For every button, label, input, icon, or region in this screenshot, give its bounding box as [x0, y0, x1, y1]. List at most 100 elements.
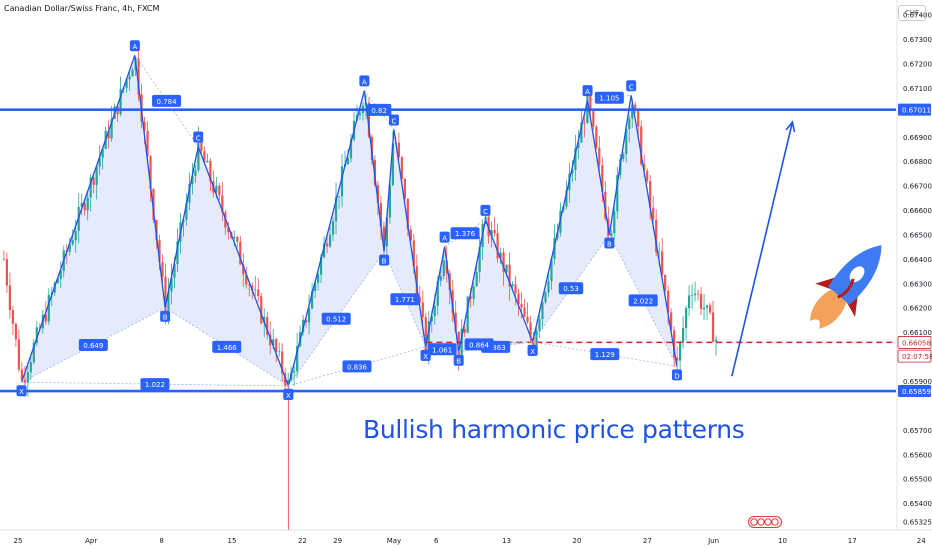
candle-body: [583, 122, 586, 124]
candle-body: [601, 165, 604, 192]
ratio-label: 0.784: [157, 98, 178, 106]
ratio-label: 0.864: [469, 341, 490, 349]
ratio-badge: [594, 91, 624, 104]
ratio-label: 0.836: [347, 363, 368, 371]
candle-body: [693, 293, 697, 296]
point-marker: [388, 114, 399, 126]
candle-body: [119, 89, 122, 115]
y-tick-label: 0.67200: [903, 61, 932, 69]
point-label: A: [585, 88, 590, 96]
candle-body: [637, 111, 640, 127]
candle-body: [245, 274, 248, 285]
candle-body: [188, 183, 191, 203]
ratio-badge: [464, 338, 494, 351]
y-tick-label: 0.66800: [903, 158, 932, 166]
candle-body: [667, 290, 670, 313]
candle-body: [499, 252, 502, 259]
candle-body: [714, 339, 718, 342]
tradingview-logo-icon: [748, 516, 782, 528]
ratio-badge: [390, 293, 420, 306]
candle-body: [577, 142, 580, 149]
candle-body: [152, 188, 155, 221]
ratio-line: [288, 251, 385, 387]
point-label: C: [629, 83, 634, 91]
candle-body: [14, 323, 17, 340]
candle-body: [337, 196, 341, 197]
candle-body: [571, 169, 574, 174]
pattern-triangle-xab: [532, 100, 610, 342]
candle-body: [508, 264, 511, 287]
candle-body: [376, 185, 380, 204]
candle-body: [532, 337, 535, 346]
candle-body: [266, 316, 269, 335]
candle-body: [313, 282, 317, 292]
candle-body: [203, 151, 206, 163]
candle-body: [595, 126, 598, 148]
candle-body: [511, 284, 514, 287]
candle-body: [358, 113, 362, 116]
candle-body: [248, 284, 251, 286]
chart-caption: Bullish harmonic price patterns: [363, 415, 745, 444]
candle-body: [293, 371, 296, 373]
candle-body: [520, 304, 523, 308]
candle-body: [496, 233, 499, 259]
x-tick-label: 27: [643, 537, 652, 545]
candle-body: [679, 342, 682, 361]
candle-body: [442, 260, 445, 277]
y-tick-label: 0.67100: [903, 85, 932, 93]
y-tick-label: 0.66300: [903, 280, 932, 288]
candle-body: [29, 362, 32, 373]
candle-body: [433, 305, 436, 317]
candle-body: [439, 276, 442, 281]
candle-body: [696, 293, 700, 295]
candle-body: [59, 270, 62, 279]
x-tick-label: 13: [502, 537, 511, 545]
ratio-label: 1.061: [432, 346, 452, 354]
candle-body: [658, 251, 661, 253]
candle-body: [640, 126, 643, 165]
candle-body: [308, 308, 311, 323]
y-tick-label: 0.66500: [903, 231, 932, 239]
x-tick-label: 25: [14, 537, 23, 545]
candle-body: [305, 319, 308, 323]
candle-body: [20, 369, 23, 380]
countdown-label-bg: [897, 349, 932, 363]
candle-body: [56, 278, 59, 283]
candle-body: [92, 177, 95, 185]
candle-body: [209, 160, 212, 182]
candle-body: [26, 372, 29, 383]
candle-body: [505, 264, 508, 273]
candle-body: [670, 312, 673, 331]
candle-body: [101, 148, 104, 158]
rocket-window: [849, 266, 865, 283]
pattern-triangle-xab: [288, 90, 385, 386]
candle-body: [708, 305, 712, 313]
y-tick-label: 0.66700: [903, 183, 932, 191]
candle-body: [8, 285, 12, 311]
point-label: A: [362, 78, 367, 86]
candle-body: [17, 339, 20, 370]
candle-body: [403, 178, 406, 199]
point-marker: [129, 40, 140, 52]
candle-body: [379, 203, 383, 227]
candle-body: [263, 316, 266, 324]
candle-body: [200, 136, 203, 152]
y-tick-label: 0.67400: [903, 12, 932, 20]
point-label: X: [423, 353, 428, 361]
point-label: A: [132, 43, 137, 51]
candle-body: [616, 175, 619, 212]
rocket-icon: [809, 245, 882, 329]
y-tick-label: 0.66600: [903, 207, 932, 215]
candle-body: [574, 148, 577, 170]
point-label: X: [286, 392, 291, 400]
candle-body: [535, 330, 538, 346]
currency-button[interactable]: CHF: [898, 5, 926, 21]
candle-body: [409, 229, 412, 241]
point-marker: [439, 231, 450, 243]
point-marker: [453, 354, 464, 366]
candle-body: [98, 157, 101, 167]
candle-body: [592, 111, 595, 127]
candle-body: [35, 327, 38, 343]
